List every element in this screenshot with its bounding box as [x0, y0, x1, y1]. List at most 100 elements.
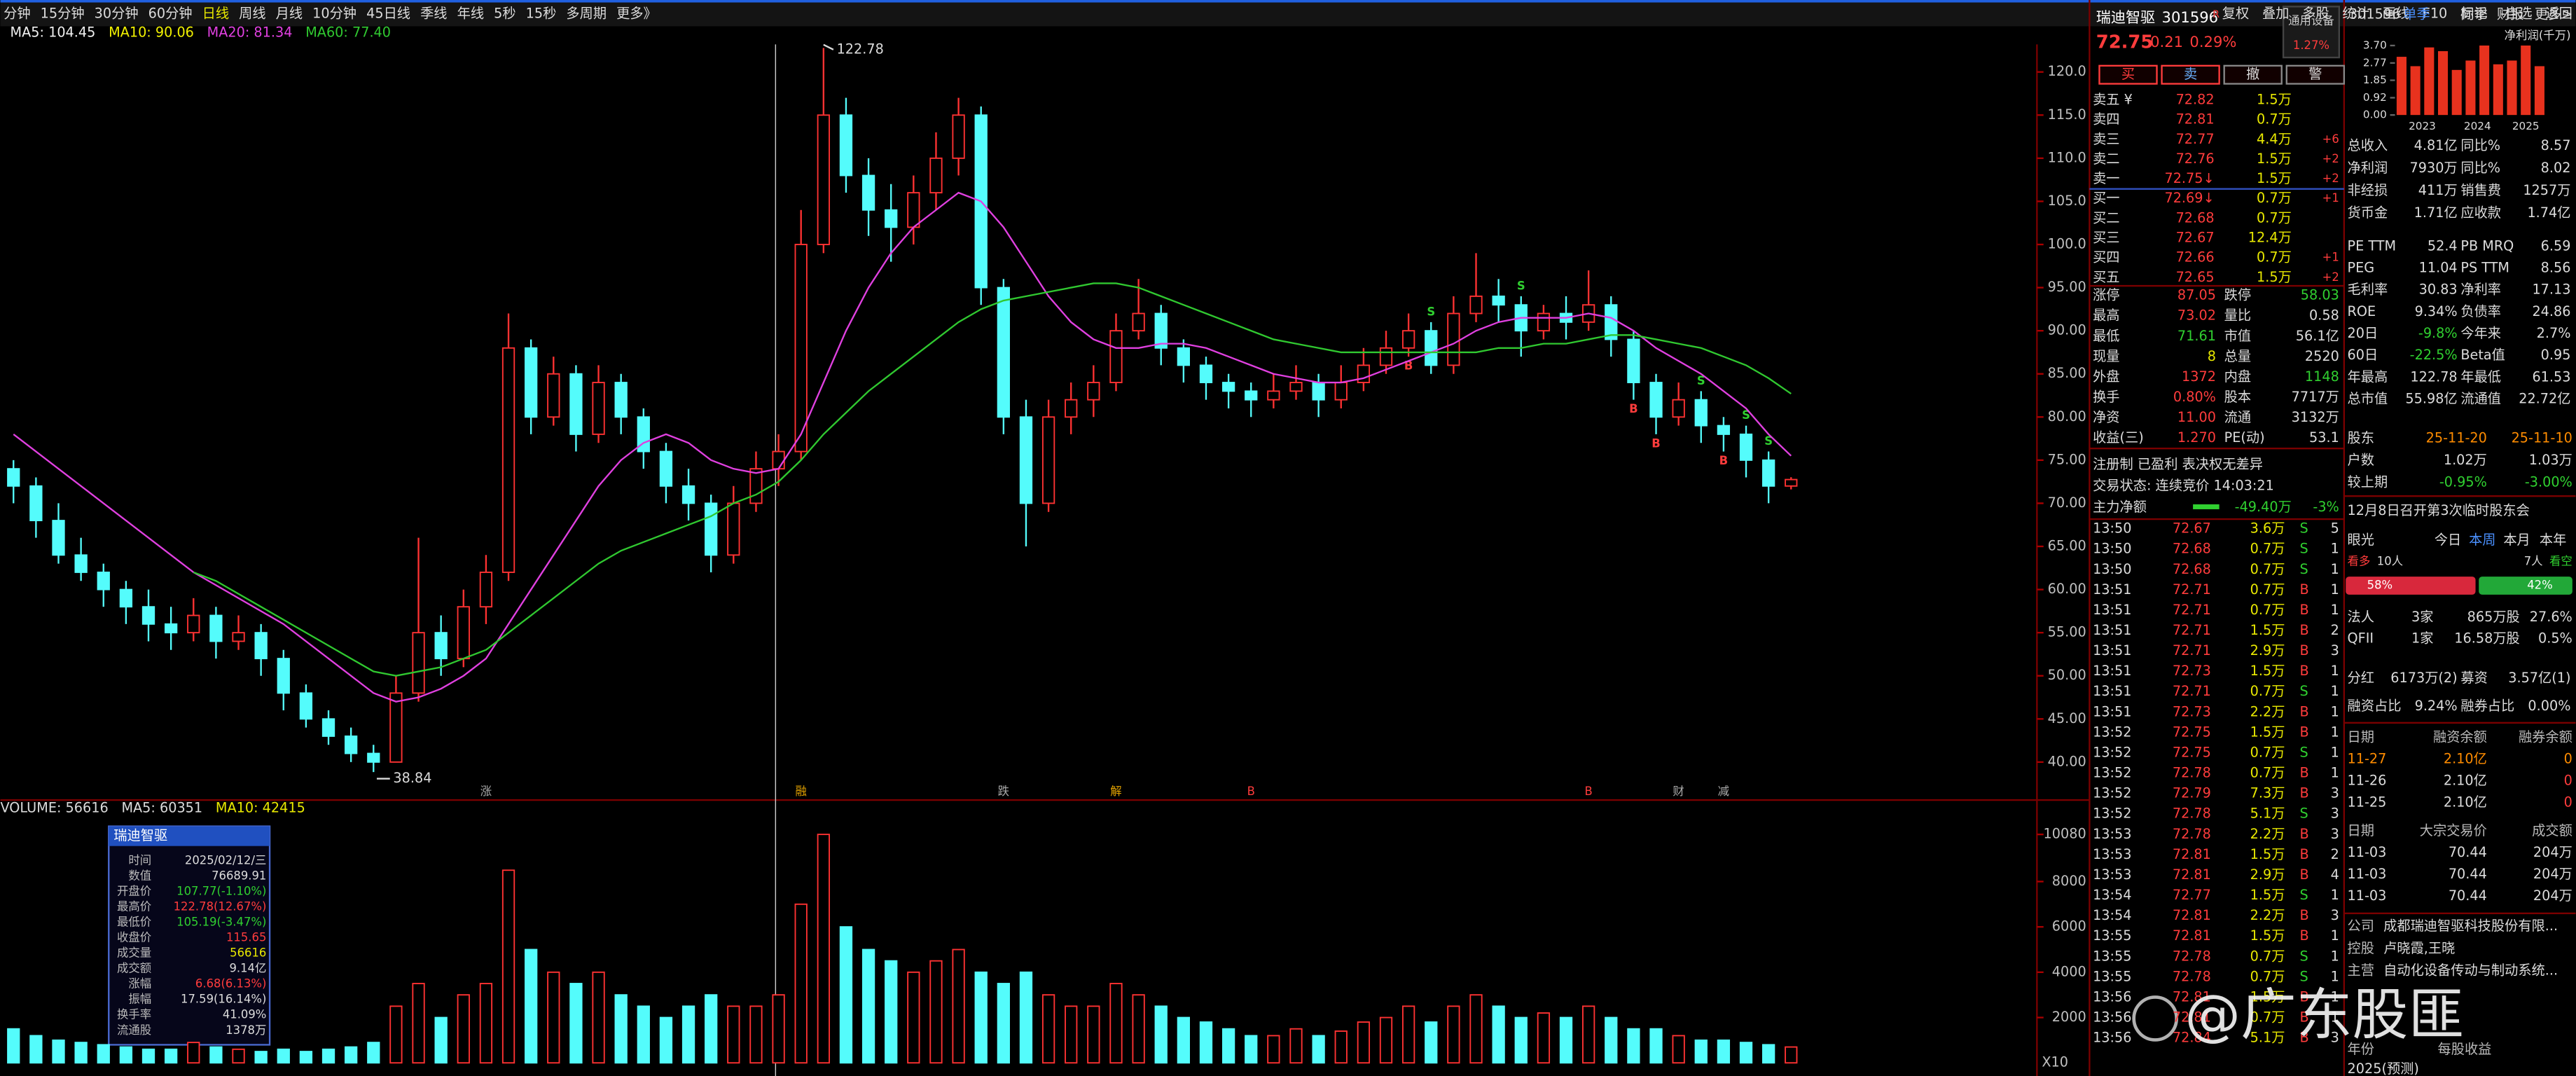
- tool-button[interactable]: 返回: [2545, 5, 2572, 21]
- table-cell: 204万: [2533, 888, 2572, 904]
- volume-bar: [141, 1048, 155, 1064]
- tick-price: 72.73: [2173, 663, 2211, 679]
- period-tab[interactable]: 5秒: [494, 5, 515, 21]
- candle-body: [1649, 382, 1663, 418]
- tool-button[interactable]: F10: [2423, 5, 2448, 21]
- tooltip-value: 105.19(-3.47%): [176, 915, 266, 928]
- tick-side: B: [2300, 867, 2309, 883]
- period-tab[interactable]: 10分钟: [312, 5, 356, 21]
- f10-tab[interactable]: 同季: [2460, 6, 2487, 22]
- sentiment-tab[interactable]: 本周: [2469, 532, 2495, 548]
- tick-volume: 5.1万: [2250, 806, 2285, 822]
- sentiment-tab[interactable]: 本年: [2540, 532, 2566, 548]
- trade-button[interactable]: [2161, 64, 2220, 85]
- tick-time: 13:51: [2093, 622, 2131, 638]
- f10-value: 0.5%: [2538, 630, 2572, 647]
- f10-value: 17.13: [2532, 282, 2570, 298]
- period-tab[interactable]: 年线: [457, 5, 484, 21]
- f10-tab[interactable]: 财报: [2497, 6, 2523, 22]
- period-tab[interactable]: 季线: [420, 5, 447, 21]
- company-value: 自动化设备传动与制动系统...: [2383, 962, 2558, 978]
- period-tab[interactable]: 更多》: [616, 5, 657, 21]
- period-tab[interactable]: 分钟: [4, 5, 30, 21]
- tooltip-label: 开盘价: [117, 884, 151, 897]
- trade-button[interactable]: [2223, 64, 2283, 85]
- tool-button[interactable]: 叠加: [2262, 5, 2289, 21]
- sector-box[interactable]: [2282, 6, 2340, 59]
- candle-body: [457, 606, 470, 660]
- tool-button[interactable]: 画线: [2383, 5, 2409, 21]
- tool-button[interactable]: 复权: [2222, 5, 2249, 21]
- book-label: 卖三: [2093, 131, 2119, 147]
- f10-tab[interactable]: 更多>: [2535, 6, 2573, 22]
- f10-label: 非经损: [2348, 182, 2388, 198]
- tool-button[interactable]: 统计: [2342, 5, 2369, 21]
- f10-label: 年最高: [2348, 368, 2388, 385]
- tick-price: 72.68: [2173, 541, 2211, 557]
- trade-button-label[interactable]: 撤: [2246, 66, 2259, 82]
- tool-button[interactable]: -自选: [2500, 5, 2532, 21]
- period-tab[interactable]: 日线: [202, 5, 229, 21]
- tick-side: S: [2300, 948, 2308, 964]
- f10-label: 销售费: [2460, 182, 2501, 198]
- volume-bar: [7, 1028, 20, 1064]
- y-tick-label: 95.00: [2048, 279, 2086, 295]
- table-cell: 0: [2564, 794, 2572, 810]
- flow-value: -49.40万: [2235, 499, 2292, 515]
- sentiment-tab[interactable]: 今日: [2435, 532, 2461, 548]
- period-tab[interactable]: 45日线: [366, 5, 410, 21]
- book-label: 买五: [2093, 269, 2119, 285]
- period-tab[interactable]: 月线: [276, 5, 303, 21]
- book-price: 72.76: [2176, 151, 2215, 167]
- stat-value: 73.02: [2177, 308, 2216, 324]
- table-cell: 2.10亿: [2444, 750, 2487, 766]
- f10-tab[interactable]: 单季: [2403, 6, 2430, 22]
- event-marker: 解: [1110, 785, 1121, 798]
- f10-value: -0.95%: [2439, 474, 2487, 490]
- tool-button[interactable]: 标记: [2460, 5, 2487, 21]
- notice[interactable]: 12月8日召开第3次临时股东会: [2348, 502, 2530, 518]
- trade-button-label[interactable]: 卖: [2184, 66, 2197, 82]
- period-tab[interactable]: 15分钟: [41, 5, 85, 21]
- candle-body: [1672, 399, 1685, 418]
- tick-count: 1: [2331, 663, 2339, 679]
- company-value: 卢晓霞,王晓: [2383, 940, 2455, 956]
- trade-button[interactable]: [2098, 64, 2158, 85]
- trade-button-label[interactable]: 买: [2121, 66, 2135, 82]
- period-tab[interactable]: 60分钟: [148, 5, 193, 21]
- tool-button[interactable]: 多股: [2302, 5, 2329, 21]
- trade-button[interactable]: [2285, 64, 2346, 85]
- mini-bar: [2534, 66, 2544, 116]
- period-tab[interactable]: 30分钟: [95, 5, 139, 21]
- mini-tick-label: 1.85: [2363, 74, 2387, 86]
- tick-side: S: [2300, 887, 2308, 903]
- sentiment-tab[interactable]: 本月: [2503, 532, 2530, 548]
- book-price: 72.66: [2176, 249, 2215, 265]
- tick-side: B: [2300, 927, 2309, 944]
- tooltip-title-bar: [109, 826, 270, 846]
- tick-count: 3: [2331, 642, 2339, 658]
- f10-label: 净利润: [2348, 160, 2388, 176]
- event-marker: 融: [795, 785, 806, 798]
- f10-label: 募资: [2460, 670, 2487, 686]
- volume-bar: [479, 983, 493, 1064]
- book-price: 72.65: [2176, 269, 2215, 285]
- max-label: 122.78: [837, 41, 884, 57]
- period-tab[interactable]: 周线: [239, 5, 265, 21]
- volume-bar: [592, 971, 605, 1064]
- f10-value: 3.57亿(1): [2508, 670, 2570, 686]
- sector: 通用设备: [2288, 14, 2334, 27]
- tooltip-label: 最高价: [117, 899, 151, 913]
- trade-button-label[interactable]: 警: [2308, 66, 2322, 82]
- volume-bar: [525, 949, 538, 1064]
- stat-label: 涨停: [2093, 287, 2119, 303]
- period-tab[interactable]: 15秒: [526, 5, 557, 21]
- tick-price: 72.81: [2173, 1009, 2211, 1025]
- f10-label: 应收款: [2460, 205, 2501, 221]
- f10-value: 3家: [2411, 609, 2433, 625]
- mini-bar: [2507, 60, 2517, 116]
- period-tab[interactable]: 多周期: [566, 5, 607, 21]
- book-price: 72.67: [2176, 230, 2215, 246]
- tick-side: S: [2300, 968, 2308, 984]
- tick-volume: 1.5万: [2250, 663, 2285, 679]
